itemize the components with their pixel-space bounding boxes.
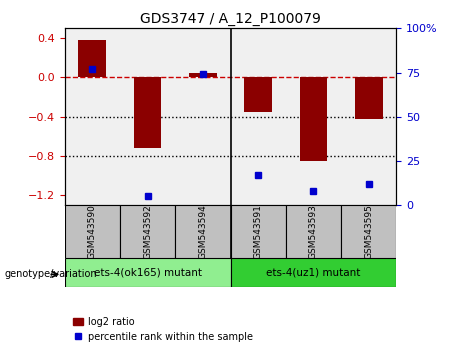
Text: genotype/variation: genotype/variation bbox=[5, 269, 97, 279]
Bar bbox=[355, 78, 383, 119]
Bar bbox=[244, 78, 272, 112]
Text: GSM543595: GSM543595 bbox=[364, 204, 373, 259]
Bar bbox=[175, 205, 230, 258]
Text: GSM543590: GSM543590 bbox=[88, 204, 97, 259]
Text: GSM543591: GSM543591 bbox=[254, 204, 263, 259]
Text: ets-4(ok165) mutant: ets-4(ok165) mutant bbox=[94, 268, 201, 278]
Text: GSM543592: GSM543592 bbox=[143, 205, 152, 259]
Bar bbox=[189, 73, 217, 78]
Bar bbox=[341, 205, 396, 258]
Bar bbox=[120, 205, 175, 258]
Text: ets-4(uz1) mutant: ets-4(uz1) mutant bbox=[266, 268, 361, 278]
Bar bbox=[286, 205, 341, 258]
Text: GSM543594: GSM543594 bbox=[198, 205, 207, 259]
Bar bbox=[230, 205, 286, 258]
Legend: log2 ratio, percentile rank within the sample: log2 ratio, percentile rank within the s… bbox=[70, 313, 257, 346]
Bar bbox=[65, 258, 230, 287]
Title: GDS3747 / A_12_P100079: GDS3747 / A_12_P100079 bbox=[140, 12, 321, 26]
Bar bbox=[78, 40, 106, 78]
Bar bbox=[134, 78, 161, 148]
Text: GSM543593: GSM543593 bbox=[309, 204, 318, 259]
Bar bbox=[230, 258, 396, 287]
Bar bbox=[300, 78, 327, 161]
Bar bbox=[65, 205, 120, 258]
